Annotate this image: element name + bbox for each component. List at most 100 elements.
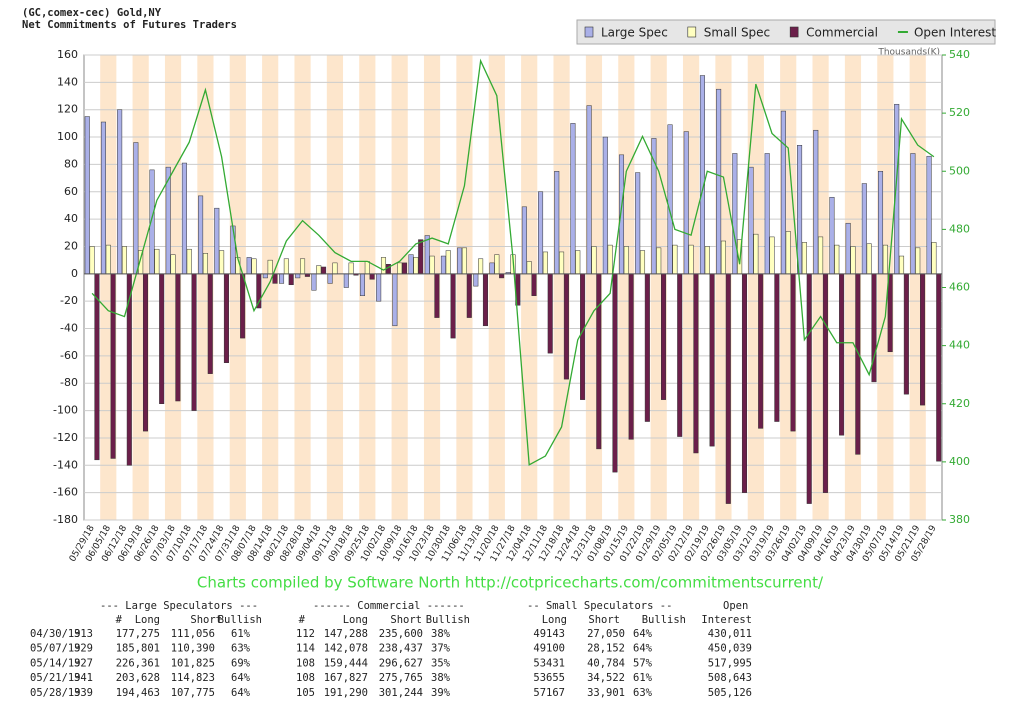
- bar: [440, 255, 446, 275]
- table-cell: 108: [296, 657, 315, 669]
- y2-tick-label: 400: [949, 455, 970, 468]
- table-cell: 49143: [533, 628, 565, 640]
- table-cell: 63%: [231, 643, 251, 655]
- bar: [434, 273, 440, 318]
- table-cell: 159,444: [324, 657, 368, 669]
- band-shade: [423, 55, 441, 520]
- bar: [186, 248, 192, 275]
- bar: [688, 244, 694, 275]
- bar: [392, 273, 398, 327]
- table-header: Long: [542, 614, 567, 626]
- bar: [850, 246, 856, 275]
- band-shade: [456, 55, 473, 520]
- bar: [753, 233, 759, 275]
- bar: [725, 273, 731, 504]
- table-cell: 64%: [231, 672, 251, 684]
- table-header: Bullish: [426, 614, 470, 626]
- table-cell: 34,522: [587, 672, 625, 684]
- y2-tick-label: 520: [949, 106, 970, 119]
- bar: [774, 273, 780, 422]
- table-cell: 508,643: [708, 672, 752, 684]
- bar: [667, 124, 673, 275]
- band-shade: [262, 55, 279, 520]
- bar: [105, 244, 111, 275]
- table-cell: 04/30/19: [30, 628, 81, 640]
- bar: [457, 247, 463, 275]
- bar: [644, 273, 650, 422]
- table-cell: 313: [74, 628, 93, 640]
- bar: [359, 273, 365, 296]
- bar: [267, 259, 273, 275]
- table-cell: 33,901: [587, 687, 625, 699]
- y2-tick-label: 460: [949, 281, 970, 294]
- table-cell: 114,823: [171, 672, 215, 684]
- table-cell: 57167: [533, 687, 565, 699]
- bar: [790, 273, 796, 432]
- bar: [418, 239, 424, 275]
- y-tick-label: 80: [64, 157, 78, 170]
- bar: [369, 273, 375, 280]
- table-cell: 301,244: [379, 687, 423, 699]
- table-cell: 167,827: [324, 672, 368, 684]
- table-header: Long: [135, 614, 160, 626]
- bar: [813, 129, 819, 275]
- table-cell: 329: [74, 643, 93, 655]
- table-group: Open: [723, 600, 748, 612]
- table-cell: 105: [296, 687, 315, 699]
- y-tick-label: -20: [60, 294, 78, 307]
- y-tick-label: -140: [53, 458, 78, 471]
- legend-swatch: [584, 26, 594, 38]
- bar: [499, 273, 505, 279]
- bar: [661, 273, 667, 400]
- bar: [785, 231, 791, 275]
- table-cell: 63%: [633, 687, 653, 699]
- bar: [332, 262, 338, 275]
- y-tick-label: -40: [60, 322, 78, 335]
- table-cell: 450,039: [708, 643, 752, 655]
- bar: [240, 273, 246, 339]
- bar: [466, 273, 472, 318]
- y-tick-label: -80: [60, 376, 78, 389]
- table-cell: 107,775: [171, 687, 215, 699]
- bar: [580, 273, 586, 400]
- table-cell: 64%: [633, 628, 653, 640]
- table-header: Bullish: [218, 614, 262, 626]
- table-header: Interest: [701, 614, 752, 626]
- chart-title: (GC,comex-cec) Gold,NY: [22, 7, 162, 19]
- table-cell: 430,011: [708, 628, 752, 640]
- band-shade: [294, 55, 311, 520]
- bar: [656, 247, 662, 275]
- bar: [262, 273, 268, 279]
- table-cell: 05/28/19: [30, 687, 81, 699]
- bar: [591, 246, 597, 275]
- table-cell: 111,056: [171, 628, 215, 640]
- table-cell: 185,801: [116, 643, 160, 655]
- table-cell: 327: [74, 657, 93, 669]
- bar: [818, 236, 824, 275]
- bar: [89, 246, 95, 275]
- bar: [246, 257, 252, 275]
- bar: [230, 225, 236, 275]
- table-cell: 53655: [533, 672, 565, 684]
- bar: [559, 251, 565, 275]
- table-cell: 296,627: [379, 657, 423, 669]
- bar: [607, 244, 613, 275]
- bar: [133, 142, 139, 275]
- bar: [159, 273, 165, 404]
- bar: [181, 162, 187, 275]
- bar: [531, 273, 537, 296]
- bar: [142, 273, 149, 432]
- table-header: Long: [343, 614, 368, 626]
- band-shade: [326, 55, 344, 520]
- bar: [408, 254, 414, 275]
- band-shade: [488, 55, 505, 520]
- bar: [489, 262, 495, 275]
- bar: [413, 257, 419, 275]
- table-header: #: [299, 614, 306, 626]
- legend-label: Small Spec: [704, 26, 770, 40]
- bar: [855, 273, 861, 455]
- legend-label: Commercial: [806, 26, 878, 40]
- table-cell: 61%: [633, 672, 653, 684]
